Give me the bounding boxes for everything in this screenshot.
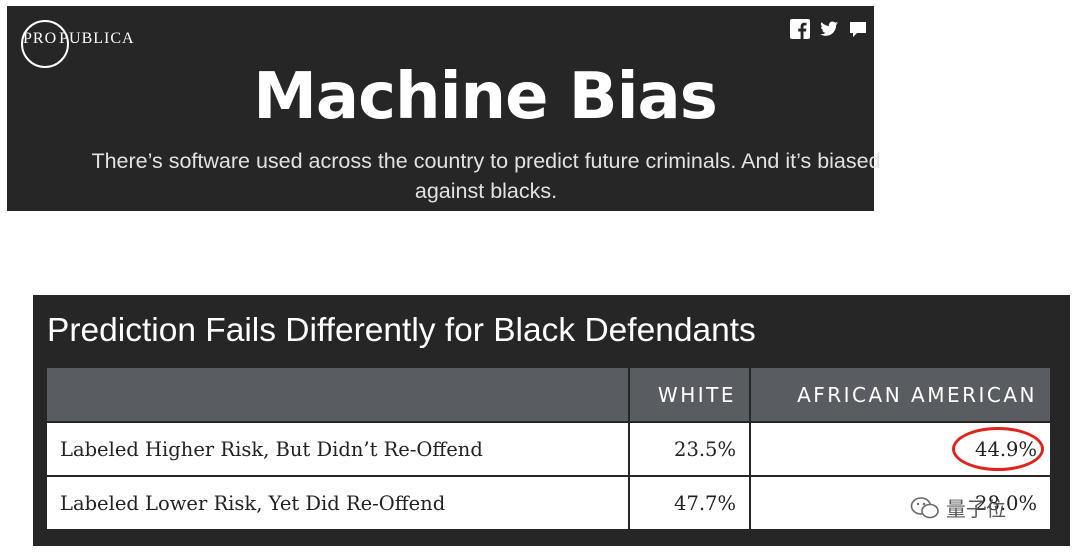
data-table-panel: Prediction Fails Differently for Black D…: [33, 295, 1070, 546]
table-header-row: WHITE AFRICAN AMERICAN: [47, 368, 1050, 422]
watermark: 量子位: [910, 493, 1006, 522]
column-header-white: WHITE: [629, 368, 751, 422]
african-american-value-cell: 44.9%: [750, 421, 1050, 476]
row-label: Labeled Lower Risk, Yet Did Re-Offend: [47, 475, 630, 529]
column-header-african-american: AFRICAN AMERICAN: [750, 368, 1050, 422]
wechat-icon: [910, 496, 939, 518]
row-label: Labeled Higher Risk, But Didn’t Re-Offen…: [47, 421, 630, 476]
white-value: 23.5%: [629, 421, 751, 476]
article-header: PRO PUBLICA Machine Bias There’s software…: [7, 6, 881, 211]
watermark-text: 量子位: [946, 497, 1006, 521]
facebook-icon[interactable]: [790, 19, 810, 39]
column-header-label: [47, 368, 630, 422]
share-bar: [790, 19, 868, 39]
table-row: Labeled Lower Risk, Yet Did Re-Offend 47…: [47, 475, 1050, 529]
headline: Machine Bias: [253, 60, 718, 134]
logo-circle: [21, 20, 69, 68]
african-american-value: 28.0%: [750, 475, 1050, 529]
subheadline: There’s software used across the country…: [91, 149, 881, 203]
table-title: Prediction Fails Differently for Black D…: [47, 312, 756, 349]
propublica-logo[interactable]: PRO PUBLICA: [17, 14, 157, 68]
african-american-value: 44.9%: [975, 437, 1037, 461]
logo-text: PRO PUBLICA: [23, 30, 135, 47]
twitter-icon[interactable]: [819, 19, 839, 39]
comparison-table: WHITE AFRICAN AMERICAN Labeled Higher Ri…: [47, 368, 1050, 529]
white-value: 47.7%: [629, 475, 751, 529]
table-row: Labeled Higher Risk, But Didn’t Re-Offen…: [47, 421, 1050, 476]
comment-icon[interactable]: [848, 19, 868, 39]
